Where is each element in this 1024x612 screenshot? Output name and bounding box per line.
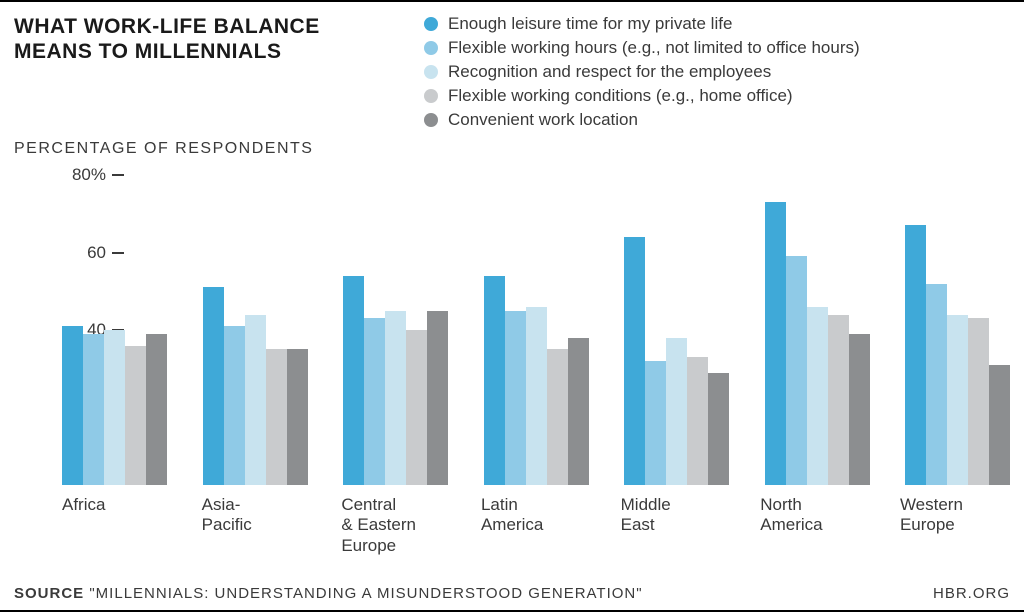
bar <box>146 334 167 485</box>
bar <box>125 346 146 486</box>
bar-group <box>203 287 308 485</box>
legend-dot-icon <box>424 89 438 103</box>
legend-label: Enough leisure time for my private life <box>448 14 732 34</box>
legend-dot-icon <box>424 65 438 79</box>
legend-item: Flexible working conditions (e.g., home … <box>424 86 1010 106</box>
legend-label: Convenient work location <box>448 110 638 130</box>
bar <box>849 334 870 485</box>
bar <box>83 334 104 485</box>
bar <box>224 326 245 485</box>
legend-dot-icon <box>424 41 438 55</box>
bar <box>905 225 926 485</box>
bar <box>687 357 708 485</box>
bar <box>526 307 547 485</box>
bar-group <box>624 237 729 485</box>
legend-label: Flexible working conditions (e.g., home … <box>448 86 793 106</box>
bar <box>427 311 448 485</box>
legend: Enough leisure time for my private life F… <box>424 14 1010 130</box>
bar <box>807 307 828 485</box>
bar <box>245 315 266 486</box>
bar-group <box>484 276 589 485</box>
bar <box>708 373 729 485</box>
legend-item: Enough leisure time for my private life <box>424 14 1010 34</box>
y-axis-label: PERCENTAGE OF RESPONDENTS <box>14 140 313 158</box>
x-axis-label: Latin America <box>481 495 591 556</box>
chart-area: 80%604020 <box>62 175 1010 485</box>
x-axis-labels: Africa Asia- Pacific Central & Eastern Eur… <box>62 495 1010 556</box>
bar <box>203 287 224 485</box>
bar <box>568 338 589 485</box>
bar-group <box>343 276 448 485</box>
footer: SOURCE "MILLENNIALS: UNDERSTANDING A MIS… <box>14 585 1010 602</box>
bar <box>287 349 308 485</box>
x-axis-label: Asia- Pacific <box>202 495 312 556</box>
bar-group <box>62 326 167 485</box>
bar <box>104 330 125 485</box>
bar <box>947 315 968 486</box>
bar <box>926 284 947 486</box>
top-rule <box>0 0 1024 2</box>
legend-dot-icon <box>424 17 438 31</box>
bar <box>364 318 385 485</box>
brand: HBR.ORG <box>933 585 1010 602</box>
chart-title: WHAT WORK-LIFE BALANCE MEANS TO MILLENNI… <box>14 14 384 130</box>
x-axis-label: Western Europe <box>900 495 1010 556</box>
bar <box>989 365 1010 485</box>
legend-item: Recognition and respect for the employee… <box>424 62 1010 82</box>
legend-label: Recognition and respect for the employee… <box>448 62 771 82</box>
legend-label: Flexible working hours (e.g., not limite… <box>448 38 860 58</box>
bar <box>645 361 666 485</box>
legend-item: Convenient work location <box>424 110 1010 130</box>
x-axis-label: Africa <box>62 495 172 556</box>
bar <box>385 311 406 485</box>
x-axis-label: Central & Eastern Europe <box>341 495 451 556</box>
bar <box>343 276 364 485</box>
bar <box>968 318 989 485</box>
bar <box>484 276 505 485</box>
bar-group <box>765 202 870 485</box>
bar <box>505 311 526 485</box>
legend-dot-icon <box>424 113 438 127</box>
bar <box>547 349 568 485</box>
source-text: "MILLENNIALS: UNDERSTANDING A MISUNDERST… <box>89 585 642 602</box>
bar-groups <box>62 175 1010 485</box>
bar <box>828 315 849 486</box>
bar <box>624 237 645 485</box>
source-label: SOURCE <box>14 585 84 602</box>
bar <box>666 338 687 485</box>
legend-item: Flexible working hours (e.g., not limite… <box>424 38 1010 58</box>
header: WHAT WORK-LIFE BALANCE MEANS TO MILLENNI… <box>14 14 1010 130</box>
x-axis-label: North America <box>760 495 870 556</box>
x-axis-label: Middle East <box>621 495 731 556</box>
bar <box>786 256 807 485</box>
bar-group <box>905 225 1010 485</box>
source: SOURCE "MILLENNIALS: UNDERSTANDING A MIS… <box>14 585 643 602</box>
bar <box>765 202 786 485</box>
bar <box>62 326 83 485</box>
bar <box>266 349 287 485</box>
bar <box>406 330 427 485</box>
